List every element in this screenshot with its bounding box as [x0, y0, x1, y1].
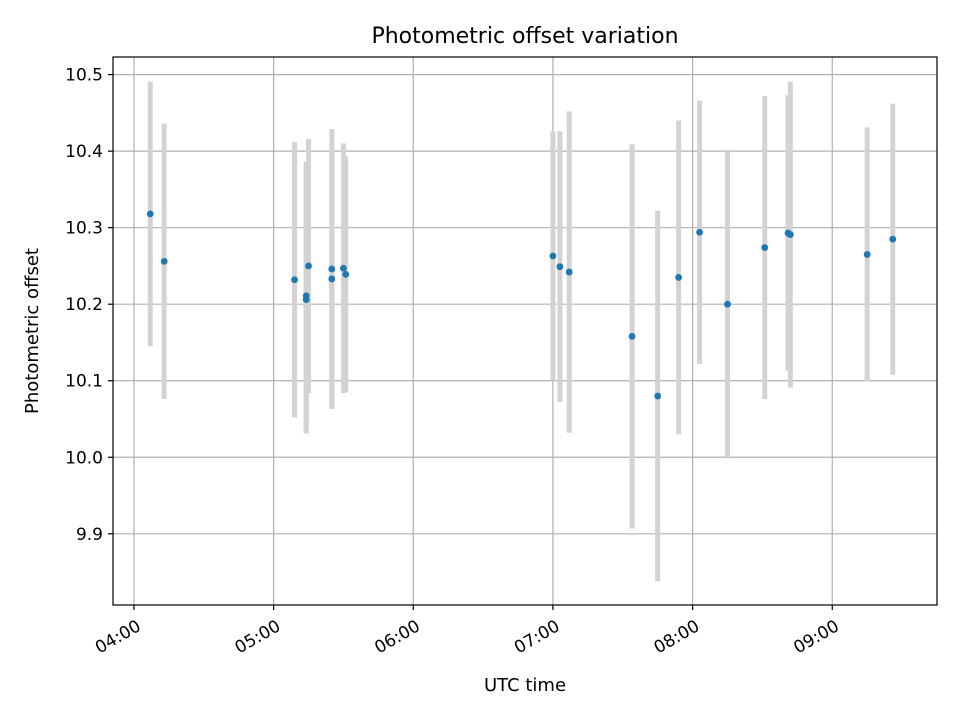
data-points: [146, 210, 897, 400]
data-point: [696, 228, 703, 236]
data-point: [863, 251, 871, 258]
data-point: [328, 275, 336, 283]
data-point: [302, 292, 310, 300]
data-point: [291, 276, 298, 284]
data-point: [761, 244, 769, 251]
y-tick-label: 10.5: [65, 66, 103, 86]
data-point: [724, 300, 731, 308]
data-point: [889, 235, 897, 243]
data-point: [340, 264, 347, 272]
data-point: [565, 268, 573, 276]
x-axis-label: UTC time: [484, 675, 566, 696]
y-axis-ticks: 9.9 10.0 10.1 10.2 10.3 10.4 10.5: [65, 66, 113, 545]
data-point: [675, 274, 683, 281]
y-tick-label: 10.1: [65, 372, 103, 392]
data-point: [654, 392, 662, 400]
data-point: [146, 210, 154, 218]
data-point: [342, 270, 350, 278]
y-tick-label: 10.4: [65, 142, 103, 162]
chart-title: Photometric offset variation: [371, 24, 678, 49]
y-axis-label: Photometric offset: [22, 248, 43, 414]
data-point: [786, 231, 794, 238]
plot-area-frame: [112, 56, 938, 606]
data-point: [556, 263, 564, 271]
y-tick-label: 10.3: [65, 219, 103, 239]
y-tick-label: 9.9: [76, 525, 103, 545]
data-point: [305, 262, 312, 270]
grid: [113, 57, 937, 605]
data-point: [628, 332, 636, 340]
data-point: [549, 252, 557, 260]
y-tick-label: 10.2: [65, 295, 103, 315]
y-tick-label: 10.0: [65, 448, 103, 468]
data-point: [160, 257, 168, 265]
data-point: [328, 265, 336, 273]
